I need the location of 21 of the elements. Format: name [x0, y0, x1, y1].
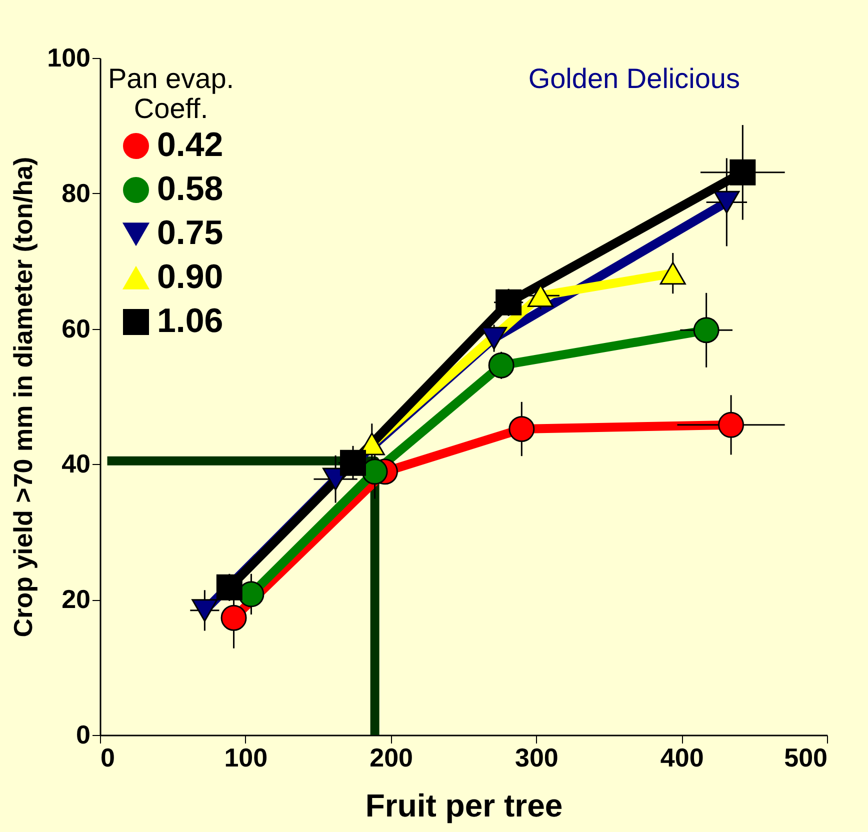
x-tick-label: 300	[515, 742, 558, 772]
y-tick-label: 20	[62, 584, 90, 614]
x-tick-label: 0	[100, 742, 115, 772]
x-tick-label: 500	[784, 742, 828, 772]
legend-label: 0.58	[157, 170, 224, 208]
x-tick-label: 400	[660, 742, 704, 772]
legend-label: 0.90	[157, 258, 224, 296]
legend-label: 0.75	[157, 214, 224, 252]
legend-label: 1.06	[157, 302, 224, 340]
y-tick-label: 60	[62, 313, 90, 344]
annotation: Golden Delicious	[528, 63, 740, 94]
y-tick-label: 40	[62, 448, 90, 479]
legend-label: 0.42	[157, 126, 224, 164]
x-tick-label: 200	[370, 742, 413, 772]
y-tick-label: 0	[76, 720, 90, 750]
x-tick-label: 100	[224, 742, 268, 772]
y-tick-label: 100	[47, 42, 90, 72]
y-tick-label: 80	[62, 178, 90, 208]
y-axis-title: Crop yield >70 mm in diameter (ton/ha)	[8, 156, 38, 638]
x-axis-title: Fruit per tree	[365, 788, 563, 824]
legend-title: Pan evap. Coeff.	[108, 63, 234, 124]
